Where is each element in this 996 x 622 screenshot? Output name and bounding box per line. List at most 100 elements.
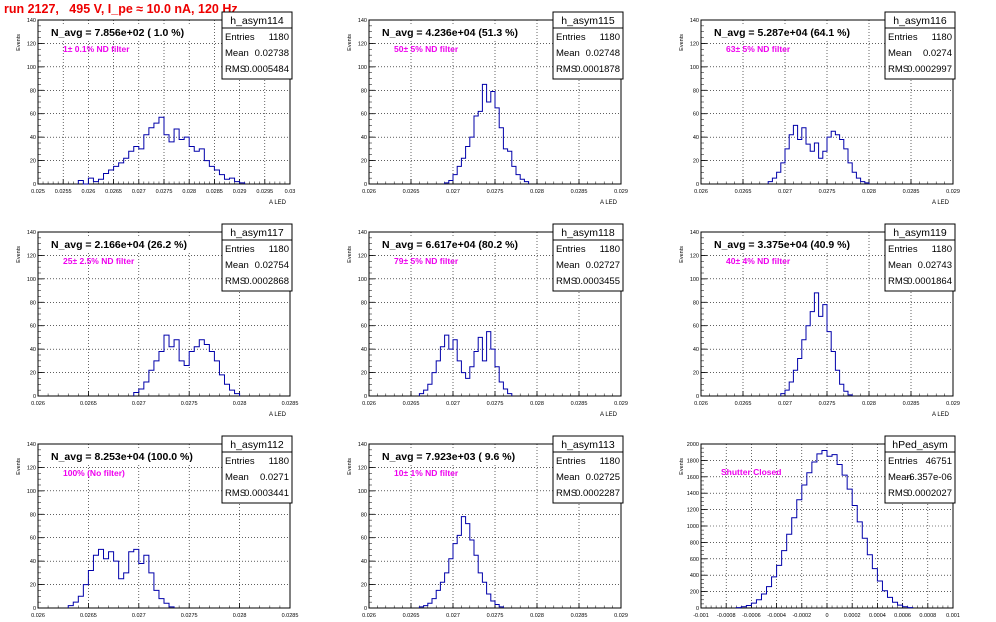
y-tick-label: 20 [693, 159, 699, 165]
histogram-panel: 0.026 0.0265 0.027 0.0275 0.028 0.0285 0 20 40 60… [16, 435, 298, 619]
stat-value: 1180 [600, 456, 620, 467]
stat-label: RMS [556, 276, 577, 287]
y-tick-label: 120 [27, 465, 36, 471]
x-axis-label: A LED [600, 412, 618, 418]
stat-value: 1180 [269, 244, 289, 255]
y-tick-label: 60 [361, 324, 367, 330]
stat-label: RMS [556, 64, 577, 75]
stat-value: 0.0005484 [244, 64, 289, 75]
n-avg-box [377, 236, 535, 252]
y-tick-label: 800 [690, 540, 699, 546]
stat-label: RMS [888, 64, 909, 75]
stat-value: 0.02743 [918, 260, 952, 271]
stats-box [221, 11, 293, 80]
histogram-line [418, 331, 513, 396]
y-tick-label: 120 [27, 41, 36, 47]
y-tick-label: 80 [30, 300, 36, 306]
x-tick-label: -0.0004 [767, 613, 786, 619]
stat-value: 0.02727 [586, 260, 620, 271]
x-tick-label: 0.0285 [571, 613, 588, 619]
y-tick-label: 140 [358, 230, 367, 236]
x-axis-label: A LED [269, 200, 287, 206]
y-tick-label: 0 [696, 606, 699, 612]
n-avg-box [46, 448, 204, 464]
stat-label: Entries [888, 32, 918, 43]
y-axis-label: Events [347, 246, 353, 263]
x-tick-label: 0.029 [614, 189, 628, 195]
y-tick-label: 0 [364, 182, 367, 188]
y-tick-label: 1200 [687, 508, 699, 514]
x-axis-label: A LED [600, 200, 618, 206]
y-axis-label: Events [679, 458, 685, 475]
n-avg-box [377, 448, 535, 464]
stat-label: Mean [225, 48, 249, 59]
y-tick-label: 80 [30, 88, 36, 94]
y-tick-label: 20 [361, 583, 367, 589]
y-tick-label: 80 [361, 512, 367, 518]
x-tick-label: -0.0002 [792, 613, 811, 619]
y-tick-label: 120 [358, 253, 367, 259]
stats-box [552, 11, 624, 80]
x-tick-label: 0.026 [31, 613, 45, 619]
x-tick-label: -0.0008 [717, 613, 736, 619]
stat-value: 0.0002027 [907, 488, 952, 499]
y-tick-label: 1600 [687, 475, 699, 481]
x-tick-label: 0.0275 [487, 189, 504, 195]
y-axis-label: Events [679, 34, 685, 51]
x-tick-label: 0.0285 [903, 189, 920, 195]
stat-label: Entries [556, 456, 586, 467]
stat-label: Mean [888, 472, 912, 483]
x-axis-label: A LED [932, 200, 950, 206]
histogram-panel: 0.026 0.0265 0.027 0.0275 0.028 0.0285 0 20 40 60… [16, 223, 299, 418]
x-tick-label: 0.029 [614, 613, 628, 619]
histogram-name: h_asym117 [230, 227, 284, 239]
y-tick-label: 140 [27, 18, 36, 24]
n-avg-label: N_avg = 4.236e+04 (51.3 %) [382, 27, 518, 39]
x-tick-label: 0.027 [132, 189, 146, 195]
y-tick-label: 0 [33, 182, 36, 188]
x-tick-label: 0.029 [614, 401, 628, 407]
histogram-line [67, 548, 175, 608]
x-tick-label: 0.027 [446, 613, 460, 619]
histogram-panel: 0.025 0.0255 0.026 0.0265 0.027 0.0275 0.028 0.… [16, 11, 295, 206]
stat-value: 0.0001864 [907, 276, 952, 287]
y-axis-label: Events [679, 246, 685, 263]
stat-label: Mean [888, 48, 912, 59]
y-tick-label: 100 [690, 65, 699, 71]
stat-label: RMS [556, 488, 577, 499]
stat-value: 0.0002287 [575, 488, 620, 499]
y-tick-label: 0 [33, 606, 36, 612]
y-tick-label: 40 [693, 347, 699, 353]
histogram-name: h_asym114 [230, 15, 284, 27]
stats-box [884, 223, 956, 292]
x-tick-label: 0.028 [862, 401, 876, 407]
stat-label: Entries [556, 244, 586, 255]
stat-label: RMS [888, 276, 909, 287]
y-axis-label: Events [16, 458, 22, 475]
n-avg-label: N_avg = 5.287e+04 (64.1 %) [714, 27, 850, 39]
n-avg-label: N_avg = 7.856e+02 ( 1.0 %) [51, 27, 184, 39]
stat-value: 46751 [926, 456, 952, 467]
x-tick-label: 0.028 [233, 401, 247, 407]
stat-label: Entries [556, 32, 586, 43]
x-tick-label: 0.027 [446, 189, 460, 195]
x-tick-label: 0.027 [132, 613, 146, 619]
y-tick-label: 40 [30, 559, 36, 565]
x-tick-label: 0.026 [82, 189, 96, 195]
y-tick-label: 1000 [687, 524, 699, 530]
x-tick-label: 0 [825, 613, 828, 619]
stat-label: RMS [225, 64, 246, 75]
x-tick-label: 0.0265 [403, 189, 420, 195]
x-tick-label: 0.0285 [282, 401, 299, 407]
filter-label: Shutter Closed [721, 467, 781, 477]
y-tick-label: 2000 [687, 442, 699, 448]
y-tick-label: 40 [361, 135, 367, 141]
x-tick-label: 0.0295 [256, 189, 273, 195]
stat-value: 1180 [932, 32, 952, 43]
x-tick-label: 0.0265 [403, 401, 420, 407]
n-avg-box [377, 24, 535, 40]
y-tick-label: 80 [693, 300, 699, 306]
stat-label: Entries [888, 456, 918, 467]
y-tick-label: 60 [30, 112, 36, 118]
histogram-line [735, 450, 914, 609]
